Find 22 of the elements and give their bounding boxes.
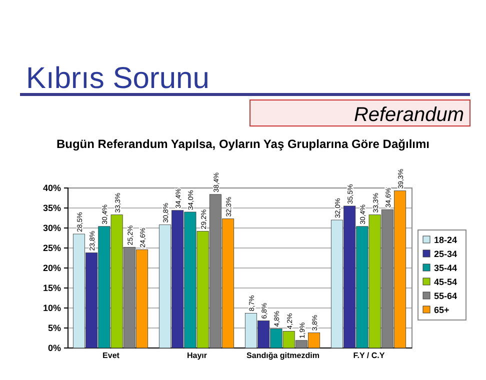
text: Kıbrıs Sorunu bbox=[26, 62, 210, 95]
text: Referandum bbox=[354, 104, 464, 126]
legend-label: 25-34 bbox=[434, 249, 458, 259]
y-tick-label: 30% bbox=[42, 222, 61, 233]
y-tick-label: 40% bbox=[42, 182, 61, 193]
y-tick-label: 25% bbox=[42, 242, 61, 253]
legend-label: 45-54 bbox=[434, 277, 458, 287]
legend-label: 18-24 bbox=[434, 235, 458, 245]
x-tick-label: Evet bbox=[102, 351, 120, 360]
legend-label: 65+ bbox=[434, 305, 450, 315]
y-tick-label: 35% bbox=[42, 202, 61, 213]
x-tick-label: F.Y / C.Y bbox=[353, 351, 386, 360]
y-tick-label: 10% bbox=[42, 302, 61, 313]
y-tick-label: 0% bbox=[48, 342, 61, 353]
legend-label: 55-64 bbox=[434, 291, 458, 301]
x-tick-label: Hayır bbox=[186, 351, 208, 360]
x-tick-label: Sandığa gitmezdim bbox=[246, 351, 320, 360]
chart-title: Bugün Referandum Yapılsa, Oyların Yaş Gruplarına Göre Dağılımı bbox=[56, 137, 430, 151]
y-tick-label: 5% bbox=[48, 322, 61, 333]
y-tick-label: 15% bbox=[42, 282, 61, 293]
legend-label: 35-44 bbox=[434, 263, 458, 273]
y-tick-label: 20% bbox=[42, 262, 61, 273]
